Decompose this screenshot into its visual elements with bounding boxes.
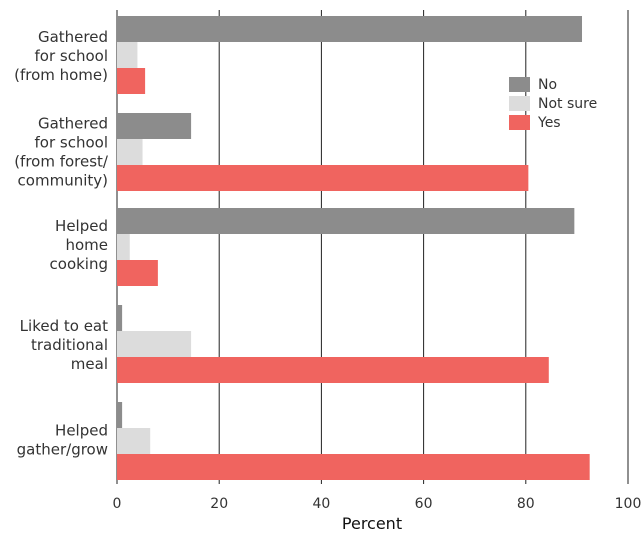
x-tick-label: 60 bbox=[415, 496, 433, 512]
category-label: community) bbox=[18, 172, 108, 190]
bar-not-sure-1 bbox=[117, 139, 143, 165]
category-label: (from home) bbox=[14, 66, 108, 84]
bar-yes-4 bbox=[117, 454, 590, 480]
bar-no-2 bbox=[117, 208, 575, 234]
bar-yes-3 bbox=[117, 357, 549, 383]
category-label: (from forest/ bbox=[14, 153, 109, 171]
category-label: Helped bbox=[55, 217, 108, 235]
bar-yes-2 bbox=[117, 260, 158, 286]
category-label: gather/grow bbox=[17, 441, 108, 459]
x-tick-label: 80 bbox=[517, 496, 535, 512]
bar-not-sure-0 bbox=[117, 42, 138, 68]
category-label: traditional bbox=[31, 336, 108, 354]
x-axis-title: Percent bbox=[342, 514, 402, 533]
x-tick-label: 20 bbox=[210, 496, 228, 512]
category-label: Gathered bbox=[38, 115, 108, 133]
legend-label: No bbox=[538, 77, 557, 93]
x-tick-label: 100 bbox=[615, 496, 642, 512]
category-label: meal bbox=[71, 355, 108, 373]
bar-no-3 bbox=[117, 305, 123, 331]
bar-yes-1 bbox=[117, 165, 529, 191]
bar-not-sure-4 bbox=[117, 428, 151, 454]
legend-swatch-no bbox=[509, 77, 530, 92]
legend-label: Yes bbox=[537, 115, 561, 131]
category-label: Liked to eat bbox=[20, 317, 108, 335]
x-tick-label: 0 bbox=[113, 496, 122, 512]
category-label: for school bbox=[35, 134, 108, 152]
bar-no-4 bbox=[117, 402, 123, 428]
bar-no-0 bbox=[117, 16, 583, 42]
category-label: Helped bbox=[55, 422, 108, 440]
bar-not-sure-3 bbox=[117, 331, 192, 357]
legend-swatch-not-sure bbox=[509, 96, 530, 111]
bars bbox=[117, 16, 590, 480]
bar-not-sure-2 bbox=[117, 234, 130, 260]
category-label: for school bbox=[35, 47, 108, 65]
legend-label: Not sure bbox=[538, 96, 597, 112]
x-tick-label: 40 bbox=[312, 496, 330, 512]
legend: No Not sure Yes bbox=[509, 77, 597, 131]
category-label: cooking bbox=[50, 255, 108, 273]
legend-swatch-yes bbox=[509, 115, 530, 130]
category-label: home bbox=[65, 236, 108, 254]
x-axis: 0 20 40 60 80 100 bbox=[113, 496, 642, 512]
bar-yes-0 bbox=[117, 68, 146, 94]
category-label: Gathered bbox=[38, 28, 108, 46]
bar-no-1 bbox=[117, 113, 192, 139]
